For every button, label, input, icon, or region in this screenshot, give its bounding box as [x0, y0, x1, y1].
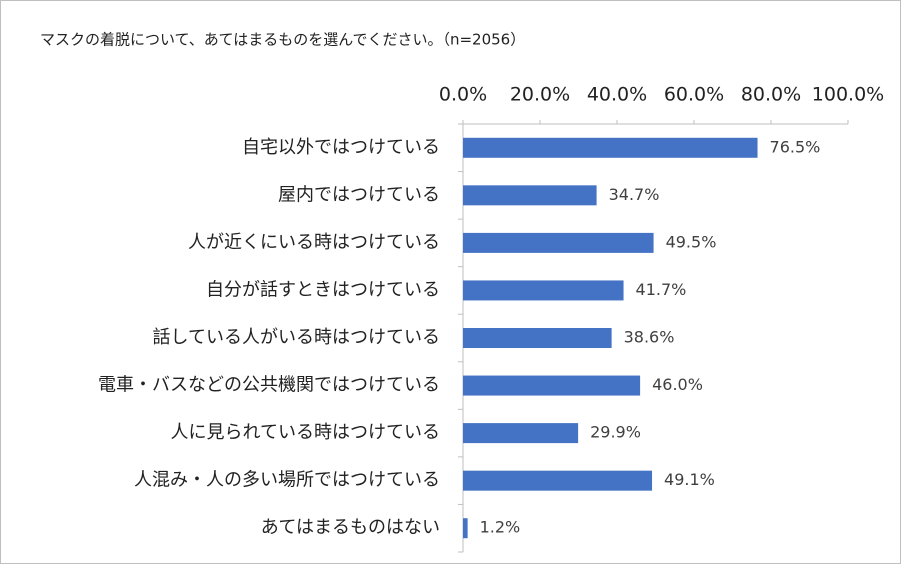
- value-label: 49.5%: [666, 232, 717, 251]
- category-label: 自分が話すときはつけている: [206, 279, 440, 300]
- category-label: あてはまるものはない: [261, 517, 440, 538]
- bar: [463, 518, 468, 539]
- x-tick-label: 80.0%: [741, 84, 801, 106]
- category-label: 電車・バスなどの公共機関ではつけている: [98, 375, 440, 396]
- category-label: 人が近くにいる時はつけている: [188, 232, 440, 253]
- value-label: 34.7%: [609, 185, 660, 204]
- x-tick-label: 60.0%: [664, 84, 724, 106]
- x-tick-label: 20.0%: [510, 84, 570, 106]
- bar: [463, 375, 641, 396]
- x-tick-label: 100.0%: [812, 84, 884, 106]
- bar: [463, 423, 579, 444]
- category-label: 人混み・人の多い場所ではつけている: [134, 470, 440, 491]
- value-label: 38.6%: [624, 328, 675, 347]
- bar: [463, 280, 624, 301]
- category-label: 人に見られている時はつけている: [171, 422, 440, 443]
- x-tick-label: 0.0%: [439, 84, 487, 106]
- value-label: 41.7%: [636, 280, 687, 299]
- category-label: 屋内ではつけている: [278, 184, 440, 205]
- value-label: 49.1%: [664, 470, 715, 489]
- value-label: 1.2%: [480, 518, 521, 537]
- value-label: 76.5%: [770, 137, 821, 156]
- value-label: 29.9%: [590, 423, 641, 442]
- bar: [463, 185, 597, 206]
- bar: [463, 470, 653, 491]
- bar: [463, 232, 654, 253]
- chart-title: マスクの着脱について、あてはまるものを選んでください。（n=2056）: [40, 31, 525, 49]
- category-label: 話している人がいる時はつけている: [153, 327, 440, 348]
- bar: [463, 137, 758, 158]
- x-tick-label: 40.0%: [587, 84, 647, 106]
- category-label: 自宅以外ではつけている: [242, 137, 440, 158]
- bar: [463, 328, 612, 348]
- value-label: 46.0%: [652, 375, 703, 394]
